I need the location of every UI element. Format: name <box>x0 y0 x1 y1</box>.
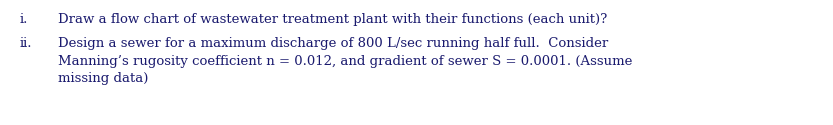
Text: Draw a flow chart of wastewater treatment plant with their functions (each unit): Draw a flow chart of wastewater treatmen… <box>58 13 607 26</box>
Text: Design a sewer for a maximum discharge of 800 L/sec running half full.  Consider: Design a sewer for a maximum discharge o… <box>58 37 632 85</box>
Text: i.: i. <box>20 13 28 26</box>
Text: ii.: ii. <box>20 37 32 50</box>
